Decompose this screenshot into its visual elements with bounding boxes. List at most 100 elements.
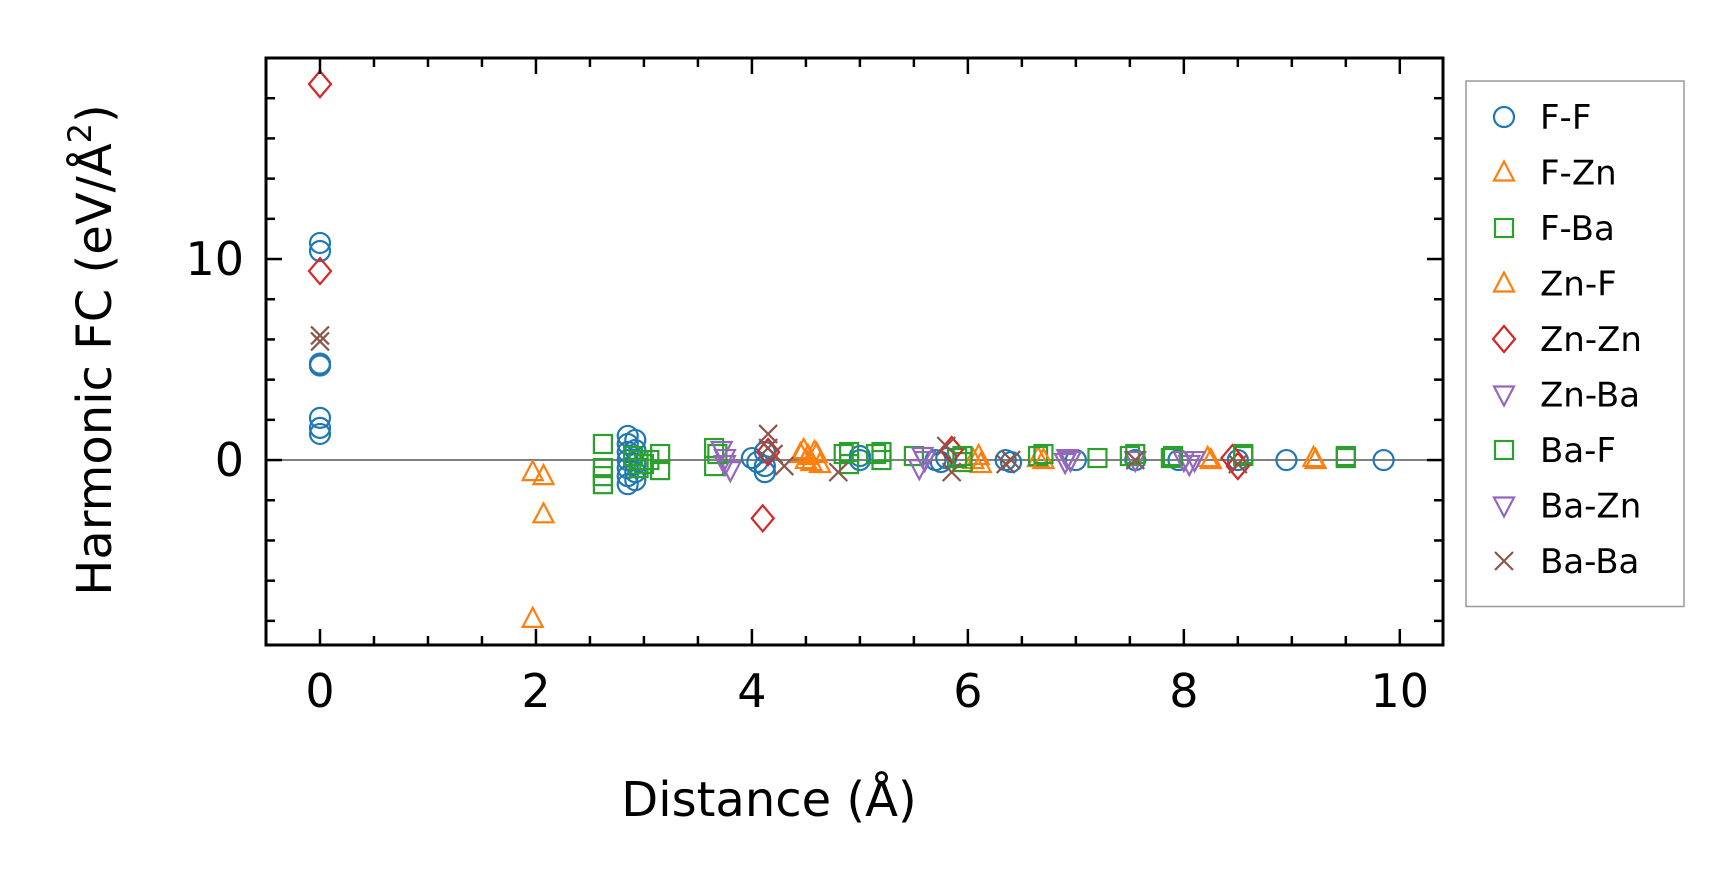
x-tick-label: 6 (953, 664, 982, 718)
data-point (308, 239, 332, 263)
data-point (794, 446, 818, 470)
data-point (592, 474, 614, 495)
legend-item: Zn-Ba (1492, 376, 1640, 416)
legend-item: Ba-F (1493, 431, 1616, 471)
svg-text:Harmonic FC (eV/Å2): Harmonic FC (eV/Å2) (61, 104, 123, 596)
data-point (802, 438, 827, 462)
data-point (1335, 445, 1356, 467)
data-point (939, 435, 965, 465)
data-point (709, 440, 734, 464)
data-point (1233, 443, 1254, 465)
y-axis-label-main: Harmonic FC (eV/Å (66, 143, 123, 596)
data-point (755, 437, 781, 467)
data-point (871, 441, 892, 463)
legend-marker (1492, 385, 1516, 408)
legend-label: Zn-Ba (1540, 376, 1640, 416)
legend: F-F F-Zn F-Ba Zn-F Zn-Zn Zn-Ba Ba-F Ba-Zn Ba-Ba (1465, 80, 1685, 608)
data-point (788, 440, 813, 464)
data-point (952, 445, 973, 467)
legend-marker (1492, 270, 1516, 293)
legend-marker (1494, 551, 1514, 571)
data-point (1172, 450, 1196, 474)
data-point (839, 441, 860, 463)
data-point (1125, 443, 1146, 465)
data-point (520, 605, 545, 628)
series-zn-zn (307, 69, 1251, 534)
data-point (308, 354, 332, 377)
x-tick-label: 8 (1169, 664, 1198, 718)
data-point (1058, 450, 1083, 474)
legend-marker (1492, 159, 1516, 182)
data-point (910, 446, 935, 470)
x-tick-label: 10 (1371, 664, 1430, 718)
y-tick-label: 10 (185, 232, 244, 286)
legend-item: Ba-Ba (1494, 542, 1639, 582)
plot-area: 0 2 4 6 8 10 0 10 (185, 56, 1445, 718)
series-zn-f (788, 438, 1326, 470)
data-point (969, 450, 993, 474)
legend-box (1465, 80, 1685, 608)
data-point (941, 462, 962, 482)
data-point (308, 422, 332, 446)
legend-label: Ba-F (1540, 431, 1616, 471)
data-point (308, 416, 332, 439)
legend-marker (1492, 105, 1516, 129)
data-point (753, 454, 776, 478)
data-point (713, 454, 737, 478)
data-point (808, 450, 832, 474)
data-point (999, 450, 1023, 474)
data-point (1125, 450, 1146, 470)
data-point (966, 442, 991, 466)
data-point (936, 436, 957, 456)
data-point (1225, 451, 1251, 481)
data-point (310, 325, 330, 346)
data-point (1228, 454, 1248, 474)
data-point (1031, 446, 1056, 470)
data-point (758, 424, 778, 444)
y-axis-label-close: ) (67, 104, 123, 123)
legend-label: Ba-Zn (1540, 487, 1641, 527)
legend-label: F-Zn (1540, 154, 1617, 194)
data-point (1055, 448, 1080, 472)
data-point (1162, 445, 1184, 467)
y-axis-label: Harmonic FC (eV/Å2) (61, 104, 123, 596)
data-point (520, 458, 545, 482)
data-point (1372, 448, 1395, 472)
data-point (750, 503, 776, 534)
data-point (531, 462, 556, 486)
data-point (865, 443, 887, 465)
data-point (310, 331, 330, 352)
legend-label: Zn-F (1540, 265, 1617, 305)
legend-marker (1493, 439, 1515, 461)
y-tick-label: 0 (215, 433, 244, 487)
y-axis-label-superscript: 2 (61, 123, 99, 143)
legend-label: F-F (1540, 98, 1591, 138)
data-point (1301, 444, 1326, 468)
legend-item: F-Zn (1492, 154, 1617, 194)
legend-marker (1491, 324, 1517, 354)
data-point (307, 69, 333, 99)
x-axis-label: Distance (Å) (621, 771, 916, 828)
data-point (839, 453, 860, 475)
data-point (828, 462, 849, 482)
data-point (1123, 450, 1148, 474)
data-point (1177, 454, 1202, 478)
data-point (633, 453, 655, 475)
legend-marker (1493, 217, 1515, 239)
legend-item: Ba-Zn (1492, 487, 1641, 527)
legend-item: F-F (1492, 98, 1591, 138)
series-ba-ba (310, 325, 1248, 482)
data-point (718, 461, 743, 484)
plot-frame (264, 56, 1445, 647)
data-point (1199, 446, 1223, 470)
data-point (308, 406, 332, 429)
x-tick-label: 4 (737, 664, 766, 718)
legend-label: Zn-Zn (1540, 320, 1642, 360)
legend-label: Ba-Ba (1540, 542, 1639, 582)
data-point (650, 460, 671, 481)
data-point (531, 500, 556, 524)
data-point (1087, 447, 1108, 469)
legend-item: Zn-F (1492, 265, 1617, 305)
data-point (774, 456, 795, 476)
